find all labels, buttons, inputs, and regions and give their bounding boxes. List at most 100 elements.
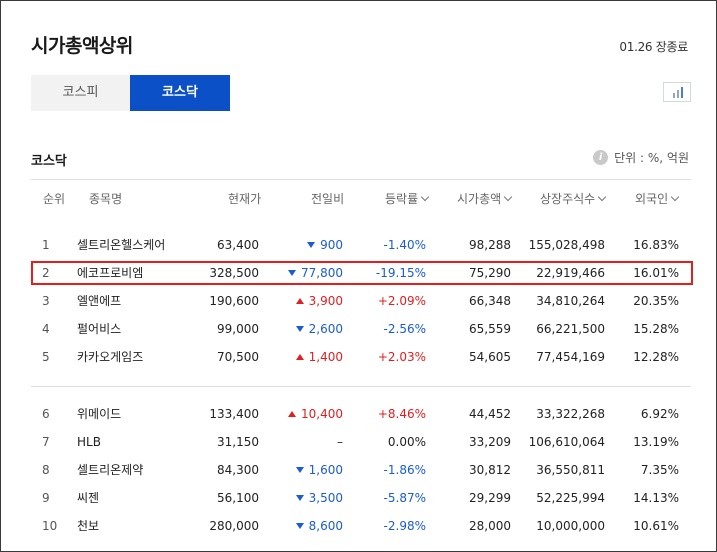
change-value: 3,500 (308, 491, 343, 505)
rate-cell: +2.03% (377, 350, 426, 364)
stock-name-link[interactable]: 셀트리온제약 (77, 463, 144, 477)
market-cap-cell: 98,288 (469, 238, 511, 252)
stock-name-link[interactable]: 위메이드 (77, 407, 122, 421)
down-arrow-icon (295, 495, 304, 501)
bar-chart-icon (673, 87, 683, 98)
up-arrow-icon (288, 411, 296, 417)
info-icon[interactable]: i (593, 150, 609, 165)
foreign-ratio-cell: 15.28% (633, 322, 679, 336)
foreign-ratio-cell: 16.01% (633, 266, 679, 280)
foreign-ratio-cell: 13.19% (633, 435, 679, 449)
rank-cell: 6 (42, 407, 50, 421)
change-value: 3,900 (308, 294, 343, 308)
table-row[interactable]: 5 카카오게임즈 70,500 1,400 +2.03% 54,605 77,454,169… (31, 347, 691, 367)
rank-cell: 4 (42, 322, 50, 336)
change-cell: 77,800 (288, 263, 343, 283)
up-arrow-icon (295, 298, 304, 304)
change-cell: 900 (307, 235, 343, 255)
market-cap-cell: 33,209 (469, 435, 511, 449)
foreign-ratio-cell: 10.61% (633, 519, 679, 533)
table-row[interactable]: 7 HLB 31,150 – 0.00% 33,209 106,610,064 13.19% (31, 432, 691, 452)
price-cell: 31,150 (217, 435, 259, 449)
tab-kosdaq[interactable]: 코스닥 (130, 75, 230, 111)
group-divider (31, 386, 691, 387)
change-value: 900 (320, 238, 343, 252)
change-value: 1,600 (308, 463, 343, 477)
stock-name-link[interactable]: 천보 (77, 519, 100, 533)
rank-cell: 3 (42, 294, 50, 308)
rate-cell: -19.15% (375, 266, 426, 280)
stock-name-link[interactable]: 씨젠 (77, 491, 100, 505)
foreign-ratio-cell: 7.35% (640, 463, 679, 477)
rate-cell: -2.98% (383, 519, 426, 533)
table-row[interactable]: 3 엘앤에프 190,600 3,900 +2.09% 66,348 34,810,264 2… (31, 291, 691, 311)
market-cap-cell: 44,452 (469, 407, 511, 421)
price-cell: 328,500 (209, 266, 259, 280)
unit-text: 단위 : %, 억원 (614, 151, 689, 165)
table-row[interactable]: 9 씨젠 56,100 3,500 -5.87% 29,299 52,225,994 14.1… (31, 488, 691, 508)
market-cap-cell: 28,000 (469, 519, 511, 533)
shares-cell: 155,028,498 (528, 238, 605, 252)
tab-kospi[interactable]: 코스피 (31, 75, 130, 111)
down-arrow-icon (295, 326, 304, 332)
change-cell: 3,500 (295, 488, 343, 508)
col-rate[interactable]: 등락률 (385, 190, 430, 207)
chevron-down-icon (420, 192, 430, 202)
rank-cell: 10 (42, 519, 58, 533)
market-tabs: 코스피 코스닥 (31, 75, 230, 111)
shares-cell: 77,454,169 (536, 350, 605, 364)
table-row[interactable]: 2 에코프로비엠 328,500 77,800 -19.15% 75,290 22,919,… (31, 263, 691, 283)
shares-cell: 34,810,264 (536, 294, 605, 308)
table-row[interactable]: 8 셀트리온제약 84,300 1,600 -1.86% 30,812 36,550,811… (31, 460, 691, 480)
foreign-ratio-cell: 12.28% (633, 350, 679, 364)
shares-cell: 66,221,500 (536, 322, 605, 336)
price-cell: 63,400 (217, 238, 259, 252)
shares-cell: 36,550,811 (536, 463, 605, 477)
rate-cell: -2.56% (383, 322, 426, 336)
price-cell: 56,100 (217, 491, 259, 505)
col-rank: 순위 (43, 192, 66, 206)
stock-name-link[interactable]: 카카오게임즈 (77, 350, 144, 364)
change-cell: 1,400 (295, 347, 343, 367)
price-cell: 190,600 (209, 294, 259, 308)
price-cell: 99,000 (217, 322, 259, 336)
market-close-date: 01.26 장종료 (619, 40, 688, 54)
rate-cell: +8.46% (377, 407, 426, 421)
rank-cell: 1 (42, 238, 50, 252)
down-arrow-icon (295, 467, 304, 473)
change-value: – (337, 435, 343, 449)
rate-cell: -1.40% (383, 238, 426, 252)
col-foreign[interactable]: 외국인 (635, 190, 680, 207)
market-cap-cell: 66,348 (469, 294, 511, 308)
market-cap-cell: 75,290 (469, 266, 511, 280)
rank-cell: 7 (42, 435, 50, 449)
down-arrow-icon (295, 523, 304, 529)
table-row[interactable]: 1 셀트리온헬스케어 63,400 900 -1.40% 98,288 155,028,49… (31, 235, 691, 255)
change-cell: 1,600 (295, 460, 343, 480)
table-row[interactable]: 6 위메이드 133,400 10,400 +8.46% 44,452 33,322,268… (31, 404, 691, 424)
highlight-box (31, 261, 693, 285)
chart-view-button[interactable] (663, 82, 691, 102)
market-cap-cell: 54,605 (469, 350, 511, 364)
change-cell: – (337, 432, 343, 452)
col-shares[interactable]: 상장주식수 (540, 190, 607, 207)
stock-name-link[interactable]: 엘앤에프 (77, 294, 122, 308)
foreign-ratio-cell: 16.83% (633, 238, 679, 252)
change-value: 8,600 (308, 519, 343, 533)
change-cell: 2,600 (295, 319, 343, 339)
stock-name-link[interactable]: HLB (77, 435, 101, 449)
stock-name-link[interactable]: 펄어비스 (77, 322, 122, 336)
price-cell: 133,400 (209, 407, 259, 421)
col-market-cap[interactable]: 시가총액 (457, 190, 513, 207)
stock-name-link[interactable]: 셀트리온헬스케어 (77, 238, 166, 252)
unit-note: i 단위 : %, 억원 (593, 149, 689, 166)
table-row[interactable]: 4 펄어비스 99,000 2,600 -2.56% 65,559 66,221,500 15… (31, 319, 691, 339)
shares-cell: 22,919,466 (536, 266, 605, 280)
change-cell: 3,900 (295, 291, 343, 311)
foreign-ratio-cell: 6.92% (640, 407, 679, 421)
price-cell: 84,300 (217, 463, 259, 477)
stock-name-link[interactable]: 에코프로비엠 (77, 266, 144, 280)
table-row[interactable]: 10 천보 280,000 8,600 -2.98% 28,000 10,000,000 10… (31, 516, 691, 536)
rank-cell: 2 (42, 266, 50, 280)
